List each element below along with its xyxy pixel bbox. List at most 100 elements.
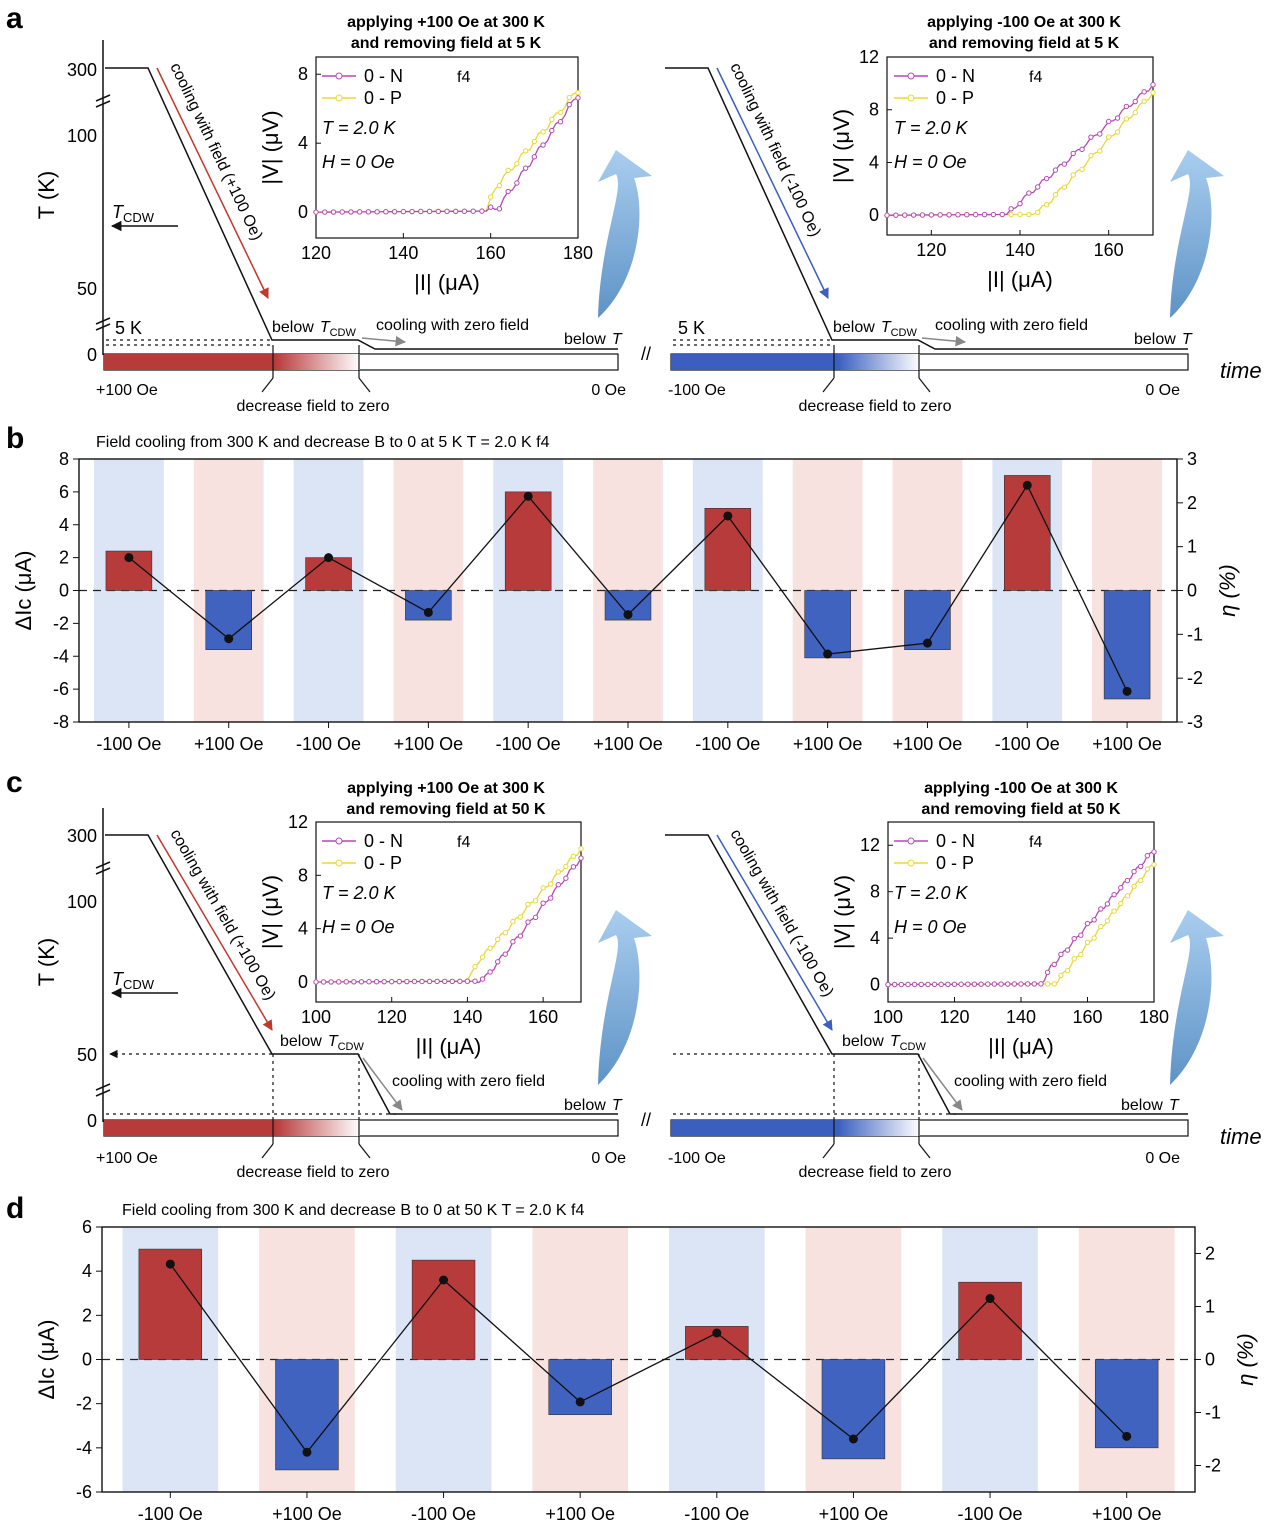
iv-point-n bbox=[1024, 981, 1031, 987]
delta-ic-bar bbox=[411, 1259, 476, 1360]
temperature-profile-pos bbox=[105, 834, 618, 1115]
ytick-label: 2 bbox=[59, 548, 69, 568]
inset-y-axis-title: |V| (μV) bbox=[830, 875, 855, 949]
eta-point bbox=[922, 638, 932, 648]
iv-point-n bbox=[365, 209, 372, 215]
iv-point-n bbox=[898, 981, 904, 988]
xtick-label: -100 Oe bbox=[995, 734, 1060, 754]
zero-oe-label: 0 Oe bbox=[591, 1150, 626, 1167]
eta-point bbox=[823, 649, 833, 659]
iv-point-n bbox=[937, 212, 943, 218]
inset-xtick-label: 120 bbox=[301, 243, 331, 263]
legend-marker-n bbox=[335, 837, 343, 845]
axis-break-icon bbox=[95, 861, 111, 1097]
iv-point-n bbox=[1018, 981, 1024, 987]
iv-point-n bbox=[1058, 951, 1064, 958]
inset-ytick-label: 8 bbox=[298, 865, 308, 885]
ytick-label: -8 bbox=[53, 712, 69, 732]
below-tczero-label-2: below T bbox=[1134, 331, 1193, 348]
iv-point-p bbox=[1008, 211, 1014, 218]
temperature-label: T = 2.0 K bbox=[322, 883, 397, 903]
y2tick-label: -2 bbox=[1187, 668, 1203, 688]
iv-point-n bbox=[990, 211, 997, 218]
legend-label-p: 0 - P bbox=[364, 853, 402, 873]
iv-point-p bbox=[1088, 152, 1094, 159]
inset-xtick-label: 180 bbox=[563, 243, 593, 263]
iv-point-p bbox=[1035, 209, 1041, 215]
xtick-label: -100 Oe bbox=[958, 1504, 1023, 1524]
temperature-label: T = 2.0 K bbox=[894, 883, 969, 903]
iv-point-p bbox=[496, 182, 503, 189]
iv-point-n bbox=[885, 981, 891, 988]
ytick-label: 6 bbox=[82, 1217, 92, 1237]
field-label: H = 0 Oe bbox=[322, 152, 395, 172]
iv-point-p bbox=[578, 846, 584, 852]
iv-point-n bbox=[343, 979, 349, 985]
panel-label-a: a bbox=[6, 2, 23, 35]
cooling-arrow-neg-icon bbox=[716, 67, 829, 299]
iv-point-n bbox=[396, 978, 402, 985]
legend-label-p: 0 - P bbox=[936, 88, 974, 108]
xtick-label: +100 Oe bbox=[1092, 1504, 1162, 1524]
inset-x-axis-title: |I| (μA) bbox=[987, 267, 1053, 292]
iv-point-n bbox=[1097, 131, 1103, 137]
inset-xtick-label: 100 bbox=[301, 1007, 331, 1027]
inset-frame bbox=[315, 821, 582, 1003]
iv-point-n bbox=[1141, 89, 1147, 95]
eta-point bbox=[712, 1328, 722, 1338]
inset-ytick-label: 0 bbox=[870, 975, 880, 995]
iv-point-n bbox=[479, 208, 485, 214]
iv-point-p bbox=[1114, 129, 1121, 135]
inset-ytick-label: 12 bbox=[860, 835, 880, 855]
iv-point-n bbox=[578, 855, 584, 861]
xtick-label: -100 Oe bbox=[138, 1504, 203, 1524]
eta-point bbox=[523, 491, 533, 501]
delta-ic-bar bbox=[1004, 475, 1051, 591]
y2tick-label: -2 bbox=[1205, 1456, 1221, 1476]
inset-iv-c-pos: applying +100 Oe at 300 K and removing fi… bbox=[258, 780, 584, 1059]
ytick-0: 0 bbox=[87, 345, 97, 365]
iv-point-p bbox=[1124, 893, 1131, 899]
inset-ytick-label: 8 bbox=[298, 64, 308, 84]
iv-point-n bbox=[978, 981, 984, 987]
xtick-label: +100 Oe bbox=[545, 1504, 615, 1524]
iv-point-n bbox=[566, 101, 572, 108]
iv-point-n bbox=[1084, 920, 1091, 927]
inset-ytick-label: 8 bbox=[870, 882, 880, 902]
iv-point-p bbox=[1017, 211, 1023, 218]
eta-point bbox=[224, 634, 234, 644]
field-bar-pos bbox=[104, 354, 360, 370]
iv-point-n bbox=[575, 95, 581, 101]
field-label: H = 0 Oe bbox=[894, 152, 967, 172]
time-axis-label: time bbox=[1220, 358, 1262, 383]
xtick-label: +100 Oe bbox=[819, 1504, 889, 1524]
legend-label-n: 0 - N bbox=[936, 831, 975, 851]
iv-point-p bbox=[1044, 981, 1051, 987]
time-axis-label: time bbox=[1220, 1124, 1262, 1149]
iv-point-p bbox=[555, 869, 561, 875]
ytick-label: 0 bbox=[82, 1350, 92, 1370]
iv-point-n bbox=[404, 978, 410, 985]
iv-point-n bbox=[1114, 115, 1121, 121]
iv-point-n bbox=[1123, 103, 1130, 110]
iv-point-n bbox=[1071, 935, 1077, 942]
legend-marker-n bbox=[335, 72, 343, 80]
inset-ytick-label: 8 bbox=[869, 100, 879, 120]
iv-point-p bbox=[502, 930, 508, 936]
below-tczero-label: below T bbox=[564, 331, 623, 348]
inset-iv-a-neg: applying -100 Oe at 300 K and removing fi… bbox=[829, 14, 1156, 292]
xtick-label: +100 Oe bbox=[893, 734, 963, 754]
xtick-label: -100 Oe bbox=[411, 1504, 476, 1524]
iv-point-p bbox=[505, 167, 511, 173]
ytick-label: 6 bbox=[59, 482, 69, 502]
iv-point-n bbox=[522, 165, 529, 171]
iv-point-p bbox=[557, 109, 564, 116]
iv-point-p bbox=[525, 901, 531, 908]
below-tcdw-label: below TCDW bbox=[280, 1033, 364, 1053]
below-tcdw-label-2: below TCDW bbox=[833, 319, 917, 339]
iv-point-p bbox=[487, 194, 494, 200]
iv-point-n bbox=[434, 978, 440, 985]
field-bar-neg bbox=[671, 354, 920, 370]
iv-point-n bbox=[1052, 167, 1059, 173]
